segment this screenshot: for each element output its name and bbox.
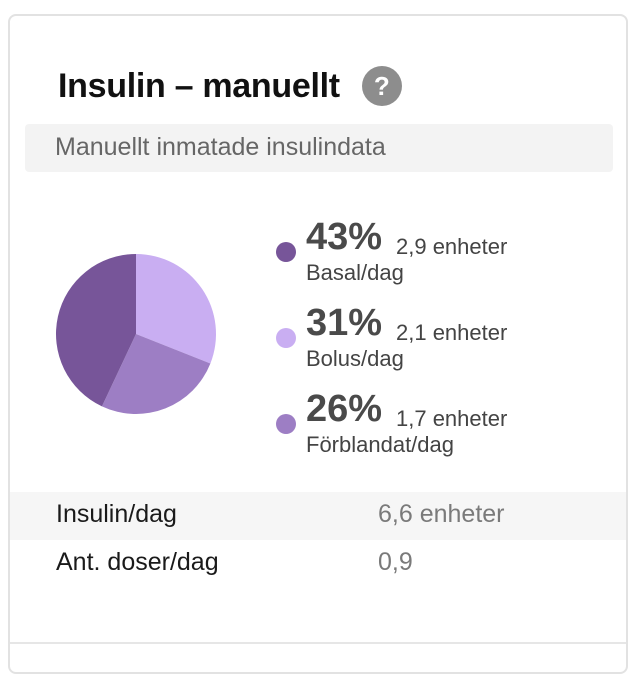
pie-slice <box>101 334 211 414</box>
insulin-pie-chart <box>56 254 217 414</box>
stats-row-insulin-per-day: Insulin/dag 6,6 enheter <box>10 492 626 540</box>
legend-percent: 31% <box>306 302 383 344</box>
legend-color-dot <box>276 328 296 348</box>
question-mark-icon[interactable]: ? <box>361 66 402 106</box>
legend-label: Basal/dag <box>306 260 404 285</box>
stat-value: 6,6 enheter <box>378 500 505 528</box>
legend-label: Bolus/dag <box>306 346 404 371</box>
stat-label: Ant. doser/dag <box>56 548 219 576</box>
card-title: Insulin – manuellt <box>58 66 340 105</box>
legend-percent: 43% <box>306 216 383 258</box>
stat-value: 0,9 <box>378 548 413 576</box>
legend-units: 2,9 enheter <box>396 234 508 259</box>
legend-color-dot <box>276 414 296 434</box>
stat-label: Insulin/dag <box>56 500 177 528</box>
card-subtitle: Manuellt inmatade insulindata <box>55 133 386 161</box>
pie-slice <box>136 254 217 364</box>
pie-slice <box>56 254 136 407</box>
card-header: Insulin – manuellt ? <box>58 66 402 106</box>
legend-units: 2,1 enheter <box>396 320 508 345</box>
legend-percent: 26% <box>306 388 383 430</box>
insulin-manual-card: Insulin – manuellt ? Manuellt inmatade i… <box>8 14 628 674</box>
stats-row-doses-per-day: Ant. doser/dag 0,9 <box>10 540 626 588</box>
legend-label: Förblandat/dag <box>306 432 454 457</box>
subtitle-bar: Manuellt inmatade insulindata <box>25 124 613 172</box>
divider <box>10 642 626 644</box>
legend-units: 1,7 enheter <box>396 406 508 431</box>
legend-color-dot <box>276 242 296 262</box>
